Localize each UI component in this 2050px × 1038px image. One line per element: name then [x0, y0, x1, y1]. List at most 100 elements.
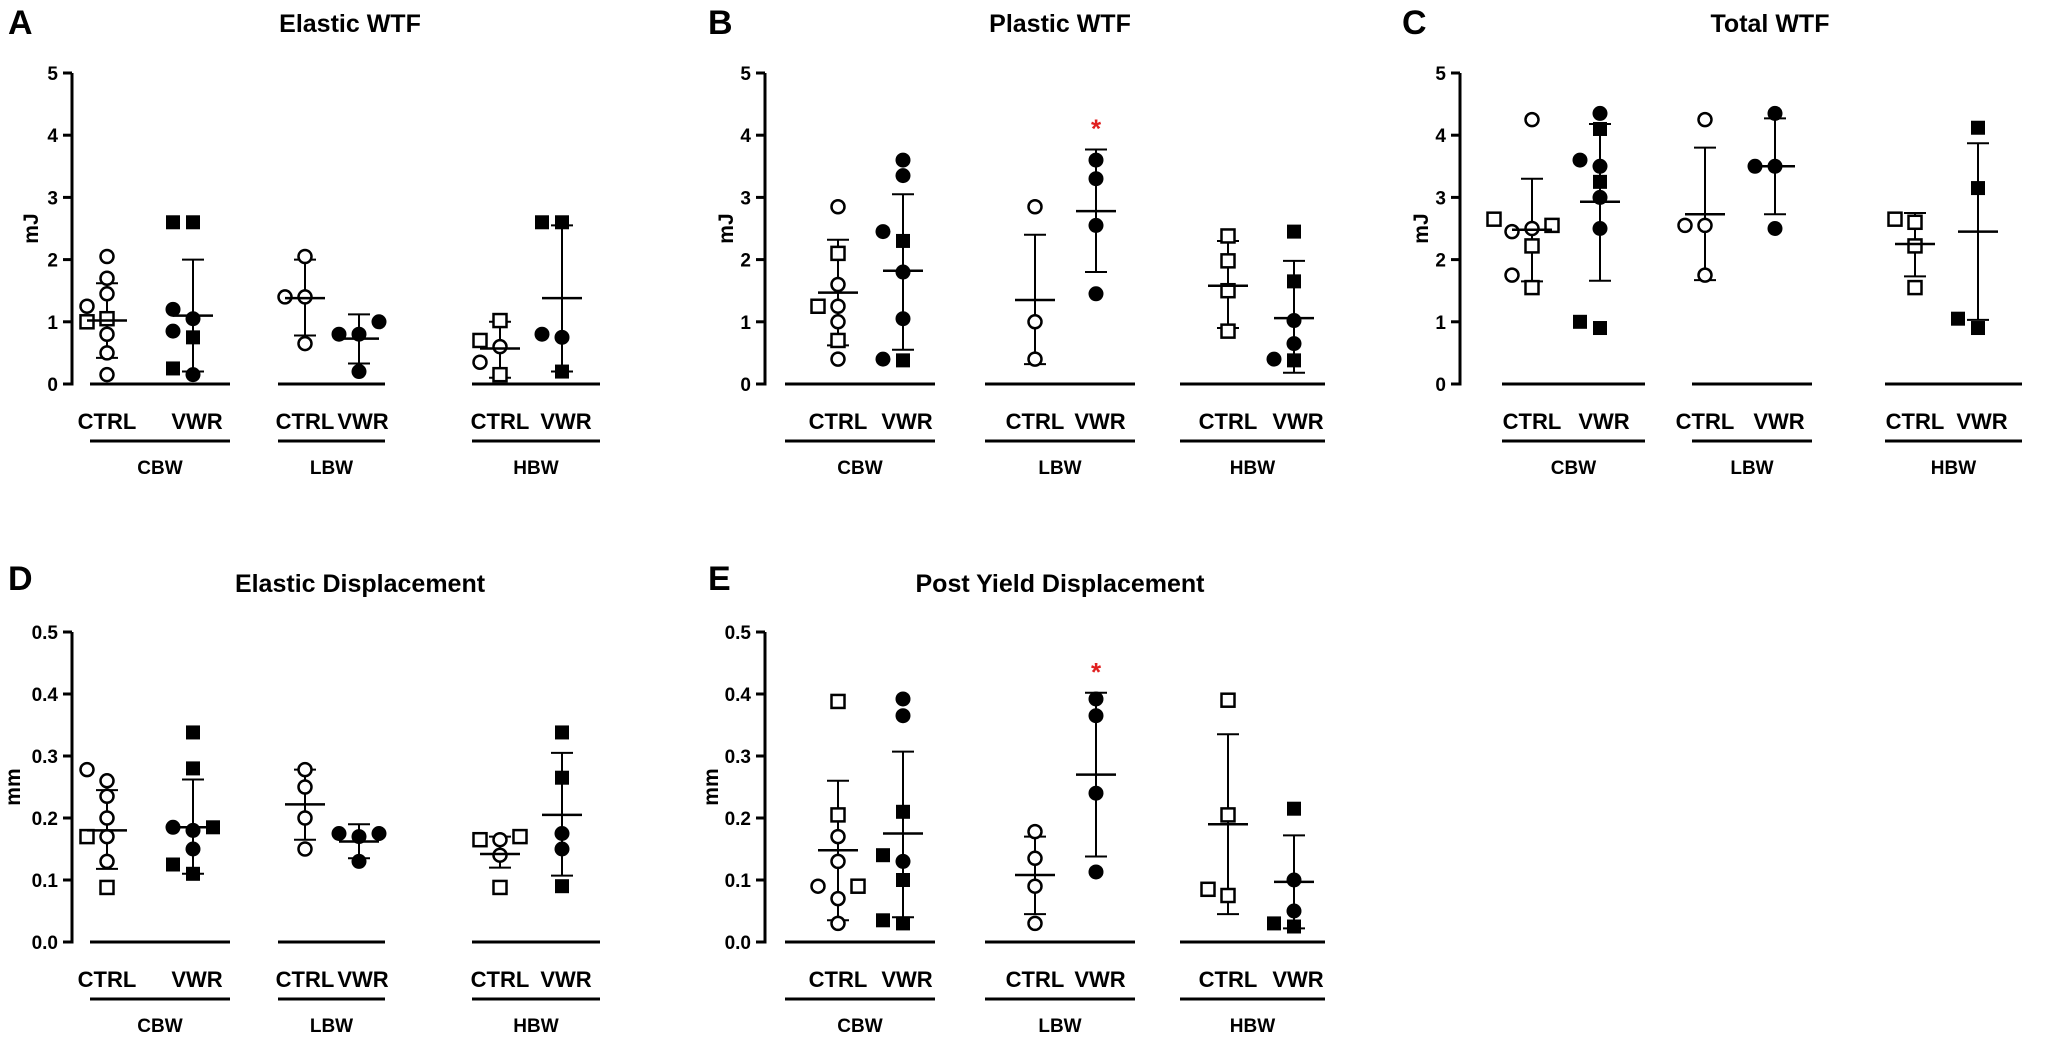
point-filled-circle — [1088, 171, 1104, 187]
group-label: CBW — [137, 458, 182, 479]
point-filled-circle — [534, 326, 550, 342]
x-label-vwr: VWR — [337, 409, 388, 434]
point-filled-circle — [185, 841, 201, 857]
point-filled-circle — [1767, 221, 1783, 236]
point-open-circle — [297, 248, 313, 265]
x-label-ctrl: CTRL — [1199, 409, 1258, 434]
point-open-circle — [1504, 267, 1520, 283]
x-label-ctrl: CTRL — [1006, 409, 1065, 434]
point-open-circle — [1524, 111, 1540, 128]
vwr-series — [1266, 224, 1314, 374]
y-tick-label: 5 — [1435, 64, 1446, 85]
point-filled-square — [186, 866, 200, 881]
point-open-square — [492, 366, 508, 383]
point-filled-circle — [1572, 152, 1588, 168]
y-tick-label: 0 — [740, 375, 751, 396]
group-cbw: CTRL VWR CBW — [785, 691, 935, 1037]
point-open-square — [1887, 211, 1903, 227]
point-open-square — [830, 245, 846, 262]
y-axis-label: mm — [2, 768, 25, 805]
group-label: HBW — [1230, 1016, 1275, 1037]
point-filled-circle — [185, 311, 201, 327]
point-open-circle — [830, 276, 846, 293]
point-open-circle — [830, 853, 846, 870]
y-tick-label: 0.4 — [725, 685, 752, 706]
point-filled-square — [555, 879, 569, 894]
x-label-vwr: VWR — [1753, 409, 1804, 434]
point-filled-circle — [1088, 785, 1104, 801]
y-tick-label: 2 — [1435, 251, 1446, 272]
x-label-vwr: VWR — [171, 409, 222, 434]
vwr-series — [876, 691, 923, 931]
ctrl-series — [79, 248, 127, 383]
y-tick-label: 0 — [1435, 375, 1446, 396]
group-label: CBW — [1551, 458, 1596, 479]
point-filled-square — [1573, 314, 1587, 329]
point-open-circle — [830, 351, 846, 367]
point-filled-circle — [875, 224, 891, 240]
y-tick-label: 0.0 — [32, 933, 58, 954]
y-tick-label: 1 — [47, 313, 58, 334]
group-cbw: CTRL VWR CBW — [785, 152, 935, 479]
point-open-circle — [99, 366, 115, 383]
x-label-ctrl: CTRL — [471, 967, 530, 992]
point-filled-square — [555, 770, 569, 785]
point-filled-circle — [895, 708, 911, 724]
point-filled-square — [876, 848, 890, 863]
point-filled-circle — [1286, 336, 1302, 352]
point-open-circle — [1027, 915, 1043, 932]
x-label-vwr: VWR — [337, 967, 388, 992]
chart-title: Elastic Displacement — [235, 570, 486, 598]
group-lbw: CTRL VWR LBW — [985, 148, 1135, 479]
point-filled-circle — [1286, 313, 1302, 329]
panel-letter: C — [1402, 4, 1427, 42]
y-tick-label: 0.3 — [725, 747, 751, 768]
point-filled-square — [1593, 121, 1607, 136]
point-open-circle — [1677, 217, 1693, 234]
point-open-circle — [99, 345, 115, 361]
point-filled-circle — [1088, 691, 1104, 707]
x-label-vwr: VWR — [1074, 967, 1125, 992]
ctrl-series — [1208, 228, 1248, 339]
point-filled-circle — [1088, 708, 1104, 724]
point-open-circle — [99, 326, 115, 342]
point-filled-circle — [1088, 286, 1104, 302]
y-tick-label: 0.1 — [32, 871, 59, 892]
group-label: LBW — [310, 1016, 353, 1037]
y-tick-label: 1 — [740, 313, 751, 334]
point-filled-square — [535, 215, 549, 230]
vwr-series — [331, 313, 387, 380]
point-filled-square — [1951, 311, 1965, 326]
point-open-circle — [830, 828, 846, 845]
panel-letter: A — [8, 4, 33, 42]
point-filled-square — [896, 804, 910, 819]
point-open-circle — [1027, 878, 1043, 894]
ctrl-series — [79, 761, 127, 896]
point-filled-square — [555, 725, 569, 740]
group-label: LBW — [1730, 458, 1773, 479]
ctrl-series — [1015, 823, 1055, 932]
point-filled-circle — [1767, 105, 1783, 121]
ctrl-series — [810, 198, 858, 367]
point-filled-square — [1971, 120, 1985, 135]
chart-title: Post Yield Displacement — [916, 570, 1206, 598]
point-filled-square — [1971, 321, 1985, 336]
y-tick-label: 1 — [1435, 313, 1446, 334]
x-label-vwr: VWR — [1272, 409, 1323, 434]
point-filled-square — [1287, 919, 1301, 934]
point-filled-square — [1971, 181, 1985, 196]
panel-e: E Post Yield Displacement 0.0 0.1 0.2 0.3 0.4 0… — [700, 560, 1325, 1037]
point-filled-square — [1287, 224, 1301, 239]
point-filled-circle — [895, 311, 911, 327]
point-filled-square — [1287, 353, 1301, 368]
ctrl-series — [810, 693, 866, 932]
point-open-circle — [1027, 351, 1043, 367]
y-tick-label: 0.2 — [32, 809, 58, 830]
group-label: HBW — [513, 458, 558, 479]
point-open-square — [1220, 282, 1236, 299]
point-filled-circle — [1286, 903, 1302, 919]
point-open-square — [810, 298, 826, 314]
point-open-square — [492, 312, 508, 329]
point-open-square — [830, 693, 846, 710]
point-filled-circle — [351, 853, 367, 869]
